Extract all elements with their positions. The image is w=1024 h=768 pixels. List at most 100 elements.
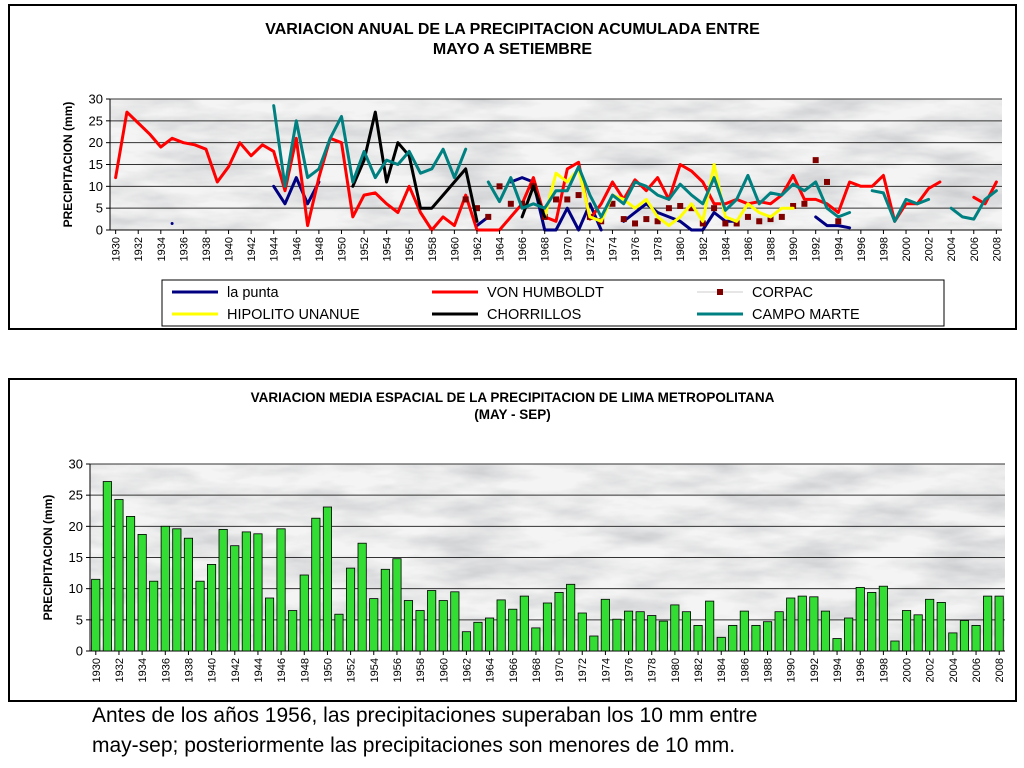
series-line-campo-marte (272, 104, 468, 188)
x-tick-label: 1936 (178, 237, 190, 261)
y-tick-label: 25 (69, 488, 83, 503)
series-point-corpac (665, 205, 672, 212)
x-tick-label: 1954 (382, 237, 394, 261)
chart1-plot: 0 5 10 15 20 25 30 PRECIPITACION (mm) 1930 1932 19… (61, 92, 1003, 327)
series-line-hipolito-unanue (543, 163, 795, 228)
y-tick-label: 15 (89, 157, 103, 172)
x-tick-label: 1956 (392, 658, 404, 682)
series-point-corpac (519, 200, 526, 207)
legend-box (161, 279, 945, 327)
series-point-corpac (823, 178, 830, 185)
bar-2006 (971, 624, 981, 652)
bar-2008 (994, 595, 1004, 652)
bar-1955 (380, 568, 390, 652)
chart1-y-axis-label: PRECIPITACION (mm) (61, 102, 75, 228)
bar-2005 (959, 620, 969, 652)
bar-1985 (728, 624, 738, 652)
x-tick-label: 2000 (901, 237, 913, 261)
series-point-corpac (575, 192, 582, 199)
series-point-corpac (688, 205, 695, 212)
bar-1961 (450, 591, 460, 652)
bar-1977 (635, 611, 645, 652)
series-line-von-humboldt (972, 180, 998, 206)
bar-1971 (566, 583, 576, 652)
series-point-corpac (835, 218, 842, 225)
bar-1941 (218, 528, 228, 652)
series-point-corpac (790, 202, 797, 209)
bar-1943 (241, 531, 251, 652)
x-tick-label: 1968 (531, 658, 543, 682)
x-tick-label: 1964 (485, 658, 497, 682)
x-tick-label: 1948 (299, 658, 311, 682)
x-tick-label: 2002 (925, 658, 937, 682)
x-tick-label: 1938 (183, 658, 195, 682)
bar-1989 (774, 611, 784, 652)
x-tick-label: 1990 (788, 237, 800, 261)
y-tick-label: 0 (76, 644, 83, 659)
bar-1986 (739, 610, 749, 652)
bar-1969 (542, 602, 552, 652)
bar-1987 (751, 624, 761, 652)
x-tick-label: 1956 (404, 237, 416, 261)
x-tick-label: 1996 (856, 237, 868, 261)
series-point-corpac (756, 218, 763, 225)
y-tick-label: 20 (69, 519, 83, 534)
x-tick-label: 2000 (902, 658, 914, 682)
bar-1944 (253, 533, 263, 652)
bar-1970 (554, 591, 564, 652)
x-tick-label: 1940 (224, 237, 236, 261)
x-tick-label: 1960 (449, 237, 461, 261)
x-tick-label: 1958 (427, 237, 439, 261)
x-tick-label: 1942 (246, 237, 258, 261)
annual-precipitation-chart-panel: VARIACION ANUAL DE LA PRECIPITACION ACUM… (8, 4, 1017, 330)
bar-1954 (369, 598, 379, 652)
x-tick-label: 1992 (809, 658, 821, 682)
x-tick-label: 1932 (114, 658, 126, 682)
y-tick-label: 30 (69, 457, 83, 472)
x-tick-label: 2008 (994, 658, 1006, 682)
x-tick-label: 1998 (878, 237, 890, 261)
bar-1996 (855, 586, 865, 652)
chart1-title-line1: VARIACION ANUAL DE LA PRECIPITACION ACUM… (265, 21, 760, 38)
bar-1964 (484, 617, 495, 652)
series-line-von-humboldt (114, 110, 942, 232)
bar-1994 (832, 638, 842, 652)
bar-1972 (577, 612, 587, 652)
x-tick-label: 1982 (693, 658, 705, 682)
legend-label: CORPAC (752, 285, 813, 301)
series-line-campo-marte (949, 189, 998, 221)
series-point-corpac (643, 216, 650, 223)
bar-1946 (276, 528, 286, 652)
bar-1988 (763, 621, 773, 652)
bar-1936 (160, 525, 170, 652)
series-point-corpac (496, 183, 503, 190)
series-point-corpac (722, 220, 729, 227)
bar-1963 (473, 621, 483, 652)
bar-1959 (427, 590, 437, 652)
series-point-corpac (744, 213, 751, 220)
bar-1957 (403, 600, 413, 652)
y-tick-label: 25 (89, 113, 103, 128)
x-tick-label: 1960 (438, 658, 450, 682)
series-point-la-punta (170, 221, 174, 225)
bar-2004 (948, 632, 958, 652)
bar-1935 (149, 580, 159, 652)
x-tick-label: 1994 (832, 658, 844, 682)
x-tick-label: 1946 (291, 237, 303, 261)
caption-line-2: may-sep; posteriormente las precipitacio… (92, 734, 736, 757)
bar-1940 (206, 563, 217, 652)
bar-1949 (311, 517, 321, 652)
x-tick-label: 2006 (971, 658, 983, 682)
bar-1931 (102, 481, 112, 652)
y-tick-label: 10 (89, 179, 103, 194)
chart2-plot: 0 5 10 15 20 25 30 PRECIPITACION (mm) 1930 1932 19… (41, 457, 1006, 683)
x-tick-label: 1984 (716, 658, 728, 682)
series-point-corpac (507, 200, 514, 207)
series-line-la-punta (622, 202, 739, 232)
x-tick-label: 1980 (675, 237, 687, 261)
x-tick-label: 1992 (811, 237, 823, 261)
series-point-corpac (462, 196, 469, 203)
bar-1974 (600, 598, 610, 652)
y-tick-label: 20 (89, 135, 103, 150)
bar-1984 (716, 636, 726, 652)
